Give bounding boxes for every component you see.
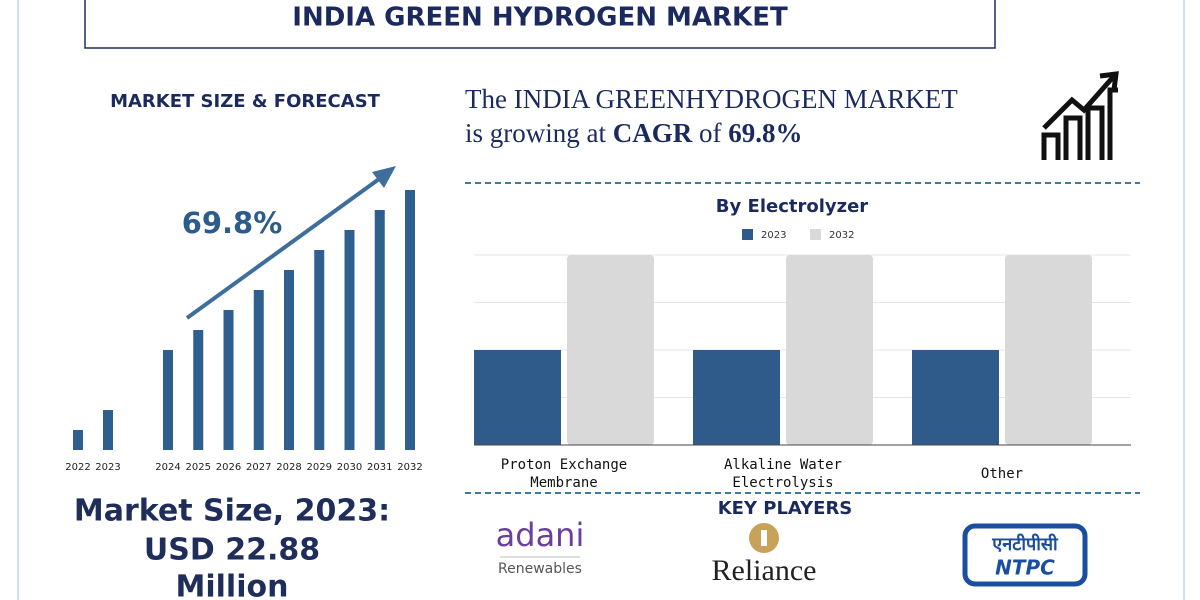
x-tick-label: 2030 (337, 462, 362, 473)
bar (193, 330, 204, 450)
player-logo: Reliance (712, 554, 817, 587)
growth-cagr: CAGR (613, 118, 693, 148)
bar (284, 270, 294, 450)
x-tick-label: Proton Exchange Membrane (500, 457, 628, 491)
x-tick-label: 2028 (276, 462, 301, 473)
x-tick-label: 2023 (95, 462, 120, 473)
bar (314, 250, 325, 450)
player-logo: एनटीपीसी (991, 533, 1059, 555)
market-size: Million (176, 570, 289, 600)
bar (344, 230, 355, 450)
title-box (84, 0, 996, 49)
title: INDIA GREEN HYDROGEN MARKET (292, 3, 788, 33)
player-logo: adani (496, 516, 585, 554)
growth-text: The INDIA GREENHYDROGEN MARKET (465, 84, 958, 114)
bar (693, 350, 780, 445)
market-size: USD 22.88 (144, 533, 320, 568)
growth-prefix: is growing at (465, 118, 606, 148)
bar (374, 210, 385, 450)
player-sub: Renewables (498, 561, 582, 577)
bar (223, 310, 234, 450)
legend-swatch (810, 229, 821, 240)
bar (912, 350, 999, 445)
legend-label: 2032 (829, 230, 854, 241)
trend-arrow (185, 172, 388, 320)
legend-swatch (742, 229, 753, 240)
x-tick-label: 2032 (397, 462, 422, 473)
bar (1005, 255, 1092, 445)
key-players-title: KEY PLAYERS (718, 498, 853, 519)
growth-text: is growing at CAGR of 69.8% (465, 118, 803, 148)
arrow-head (372, 166, 396, 188)
x-tick-label: 2029 (307, 462, 332, 473)
bar (73, 430, 83, 450)
growth-rate: 69.8% (728, 118, 802, 148)
x-tick-label: 2022 (65, 462, 90, 473)
x-tick-label: 2027 (246, 462, 271, 473)
chart-title: By Electrolyzer (716, 196, 868, 217)
bar (474, 350, 561, 445)
annotation: 69.8% (182, 206, 283, 240)
bar (405, 190, 415, 450)
bar (163, 350, 173, 450)
bar (253, 290, 264, 450)
chart-title: MARKET SIZE & FORECAST (110, 91, 381, 112)
legend-label: 2023 (761, 230, 786, 241)
player-sub: NTPC (995, 556, 1055, 580)
x-tick-label: Other (980, 466, 1024, 482)
x-tick-label: Alkaline Water Electrolysis (723, 457, 842, 491)
bar (103, 410, 113, 450)
growth-of: of (699, 118, 722, 148)
x-tick-label: 2024 (155, 462, 180, 473)
x-tick-label: 2026 (216, 462, 241, 473)
x-tick-label: 2031 (367, 462, 392, 473)
market-size: Market Size, 2023: (74, 494, 390, 529)
growth-icon (1041, 71, 1119, 160)
bar (567, 255, 654, 445)
reliance-emblem (761, 530, 767, 546)
ntpc-box (962, 523, 1088, 587)
bar (786, 255, 873, 445)
x-tick-label: 2025 (186, 462, 211, 473)
